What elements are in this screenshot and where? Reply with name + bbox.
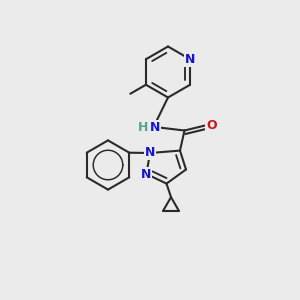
Text: H: H <box>138 121 148 134</box>
Text: N: N <box>150 121 161 134</box>
Text: N: N <box>185 53 195 66</box>
Text: O: O <box>206 119 217 132</box>
Text: N: N <box>145 146 155 160</box>
Text: N: N <box>141 167 152 181</box>
